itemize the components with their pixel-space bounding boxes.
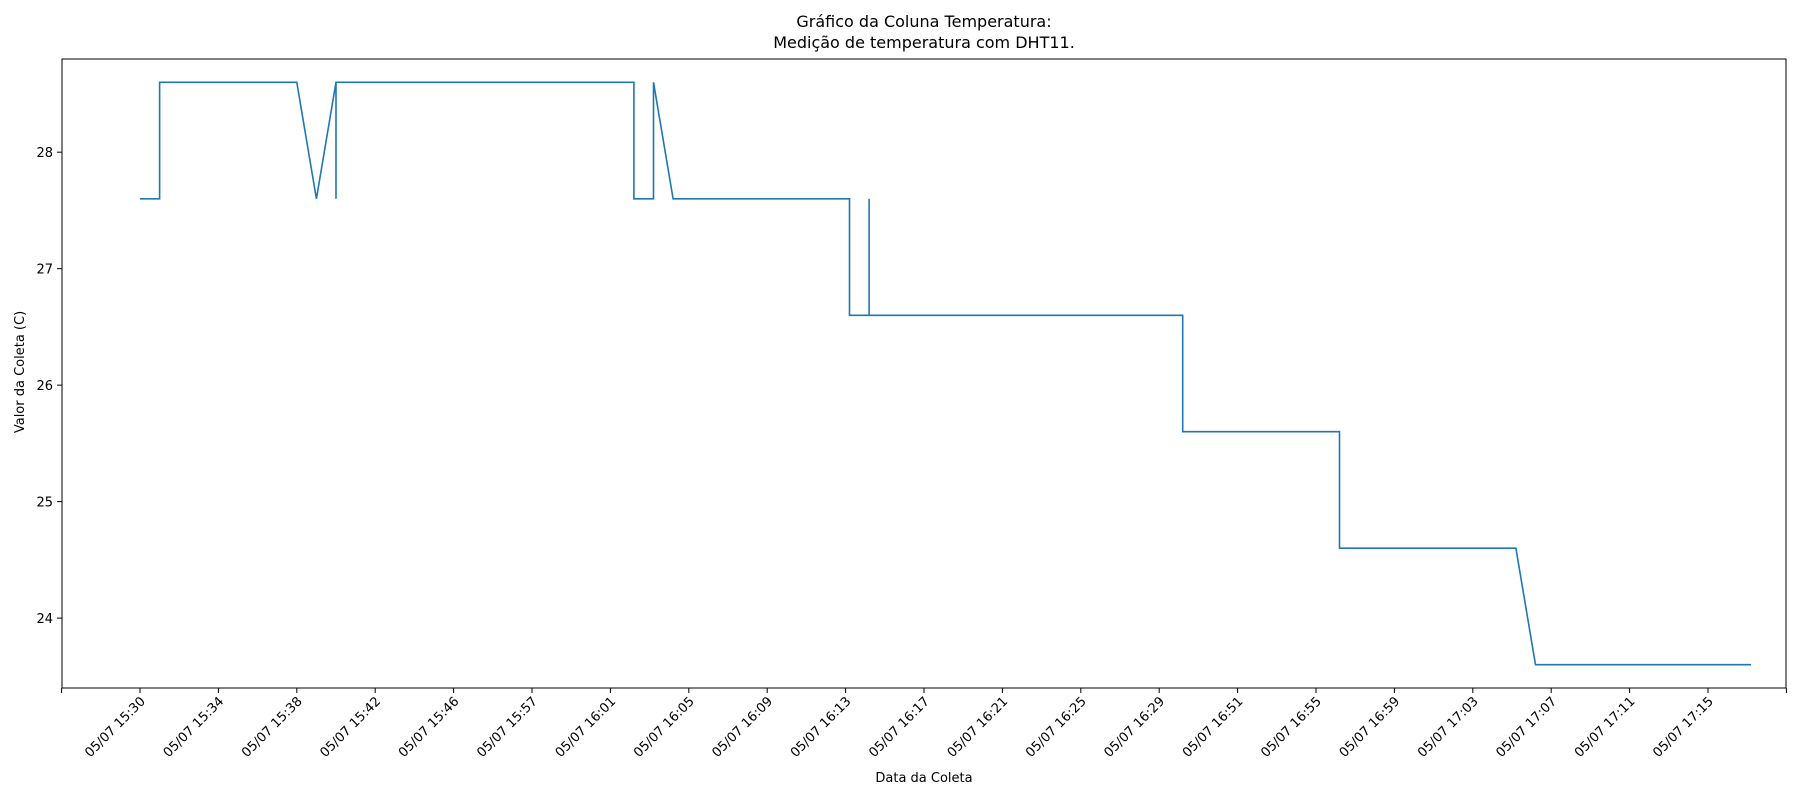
x-tick-label: 05/07 17:11 bbox=[1572, 694, 1639, 761]
x-tick-label: 05/07 16:21 bbox=[945, 694, 1012, 761]
x-tick-label: 05/07 15:34 bbox=[161, 694, 228, 761]
y-tick-label: 24 bbox=[36, 612, 53, 627]
chart-title-line-2: Medição de temperatura com DHT11. bbox=[773, 33, 1075, 52]
x-tick-label: 05/07 15:57 bbox=[474, 694, 541, 761]
x-tick-label: 05/07 16:59 bbox=[1337, 694, 1404, 761]
x-tick-label: 05/07 16:09 bbox=[710, 694, 777, 761]
x-tick-label: 05/07 17:15 bbox=[1650, 694, 1717, 761]
plot-frame bbox=[61, 58, 1787, 689]
x-tick-label: 05/07 16:13 bbox=[788, 694, 855, 761]
y-tick-label: 26 bbox=[36, 379, 53, 394]
y-tick-label: 27 bbox=[36, 263, 53, 278]
x-tick-label: 05/07 17:03 bbox=[1415, 694, 1482, 761]
x-tick-label: 05/07 15:30 bbox=[82, 694, 149, 761]
x-tick-label: 05/07 16:25 bbox=[1023, 694, 1090, 761]
x-tick-label: 05/07 15:42 bbox=[318, 694, 385, 761]
x-tick-label: 05/07 16:51 bbox=[1180, 694, 1247, 761]
x-axis-label: Data da Coleta bbox=[875, 771, 972, 786]
x-tick-label: 05/07 16:55 bbox=[1258, 694, 1325, 761]
x-tick-label: 05/07 16:05 bbox=[631, 694, 698, 761]
y-tick-label: 25 bbox=[36, 496, 53, 511]
x-tick-label: 05/07 16:29 bbox=[1102, 694, 1169, 761]
x-tick-label: 05/07 16:01 bbox=[553, 694, 620, 761]
x-tick-label: 05/07 17:07 bbox=[1494, 694, 1561, 761]
y-axis-label: Valor da Coleta (C) bbox=[13, 311, 28, 433]
x-tick-label: 05/07 15:38 bbox=[239, 694, 306, 761]
temperature-series-line bbox=[140, 81, 1752, 666]
chart-title-line-1: Gráfico da Coluna Temperatura: bbox=[796, 12, 1052, 31]
x-tick-label: 05/07 16:17 bbox=[866, 694, 933, 761]
y-tick-label: 28 bbox=[36, 146, 53, 161]
x-tick-label: 05/07 15:46 bbox=[396, 694, 463, 761]
